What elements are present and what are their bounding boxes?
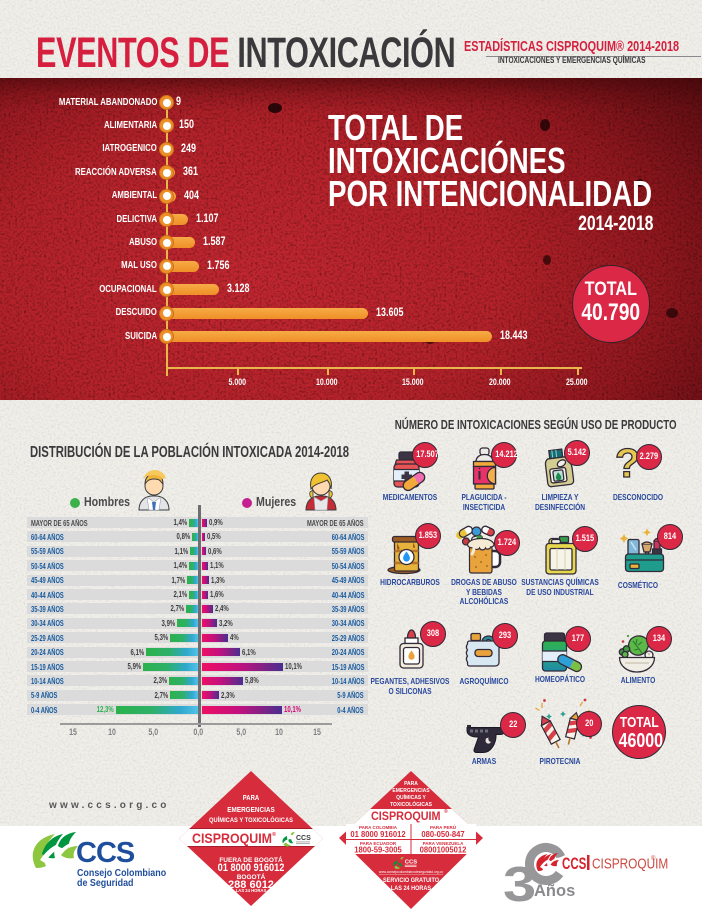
svg-text:PARA PERÚ: PARA PERÚ xyxy=(430,824,456,830)
svg-text:CCS: CCS xyxy=(296,835,311,842)
svg-text:LAS 24 HORAS: LAS 24 HORAS xyxy=(391,886,431,892)
svg-text:288 6012: 288 6012 xyxy=(228,879,274,891)
svg-text:080-050-847: 080-050-847 xyxy=(421,830,465,839)
svg-text:CCS: CCS xyxy=(562,855,586,874)
svg-text:BOGOTÁ: BOGOTÁ xyxy=(237,872,266,881)
svg-text:PARA COLOMBIA: PARA COLOMBIA xyxy=(359,825,398,830)
svg-text:CISPROQUIM: CISPROQUIM xyxy=(371,811,441,824)
svg-text:CISPROQUIM: CISPROQUIM xyxy=(192,831,272,847)
svg-text:PARA: PARA xyxy=(404,781,418,787)
svg-text:?: ? xyxy=(615,440,640,486)
svg-text:01 8000 916012: 01 8000 916012 xyxy=(350,830,406,839)
svg-text:CCS: CCS xyxy=(405,860,417,866)
svg-text:de Seguridad: de Seguridad xyxy=(77,877,134,889)
svg-text:®: ® xyxy=(272,831,276,838)
svg-text:QUÍMICAS Y: QUÍMICAS Y xyxy=(396,793,426,801)
svg-text:EMERGENCIAS: EMERGENCIAS xyxy=(392,788,430,794)
svg-text:CISPROQUIM: CISPROQUIM xyxy=(592,855,668,872)
svg-text:PARA ECUADOR: PARA ECUADOR xyxy=(360,841,397,846)
svg-text:FUERA DE BOGOTÁ: FUERA DE BOGOTÁ xyxy=(219,855,283,864)
svg-text:1800-59-3005: 1800-59-3005 xyxy=(354,845,402,854)
svg-text:01 8000 916012: 01 8000 916012 xyxy=(218,862,285,874)
svg-text:08001005012: 08001005012 xyxy=(420,845,467,854)
svg-text:®: ® xyxy=(651,855,656,862)
svg-text:TOXICOLÓGICAS: TOXICOLÓGICAS xyxy=(390,800,433,808)
svg-text:LAS 24 HORAS: LAS 24 HORAS xyxy=(236,888,267,893)
svg-text:PARA VENEZUELA: PARA VENEZUELA xyxy=(423,841,465,846)
svg-text:QUÍMICAS Y TOXICOLÓGICAS: QUÍMICAS Y TOXICOLÓGICAS xyxy=(209,814,293,824)
svg-text:Consejo Colombiano: Consejo Colombiano xyxy=(77,867,166,879)
svg-text:CCS: CCS xyxy=(76,837,135,869)
svg-text:EMERGENCIAS: EMERGENCIAS xyxy=(227,807,275,815)
svg-text:PARA: PARA xyxy=(243,795,260,803)
svg-text:www.consejocolombianodesegurid: www.consejocolombianodeseguridad.org.co xyxy=(379,870,443,874)
svg-text:Años: Años xyxy=(534,882,575,900)
svg-text:SERVICIO GRATUITO: SERVICIO GRATUITO xyxy=(383,878,439,884)
svg-text:®: ® xyxy=(444,808,448,815)
